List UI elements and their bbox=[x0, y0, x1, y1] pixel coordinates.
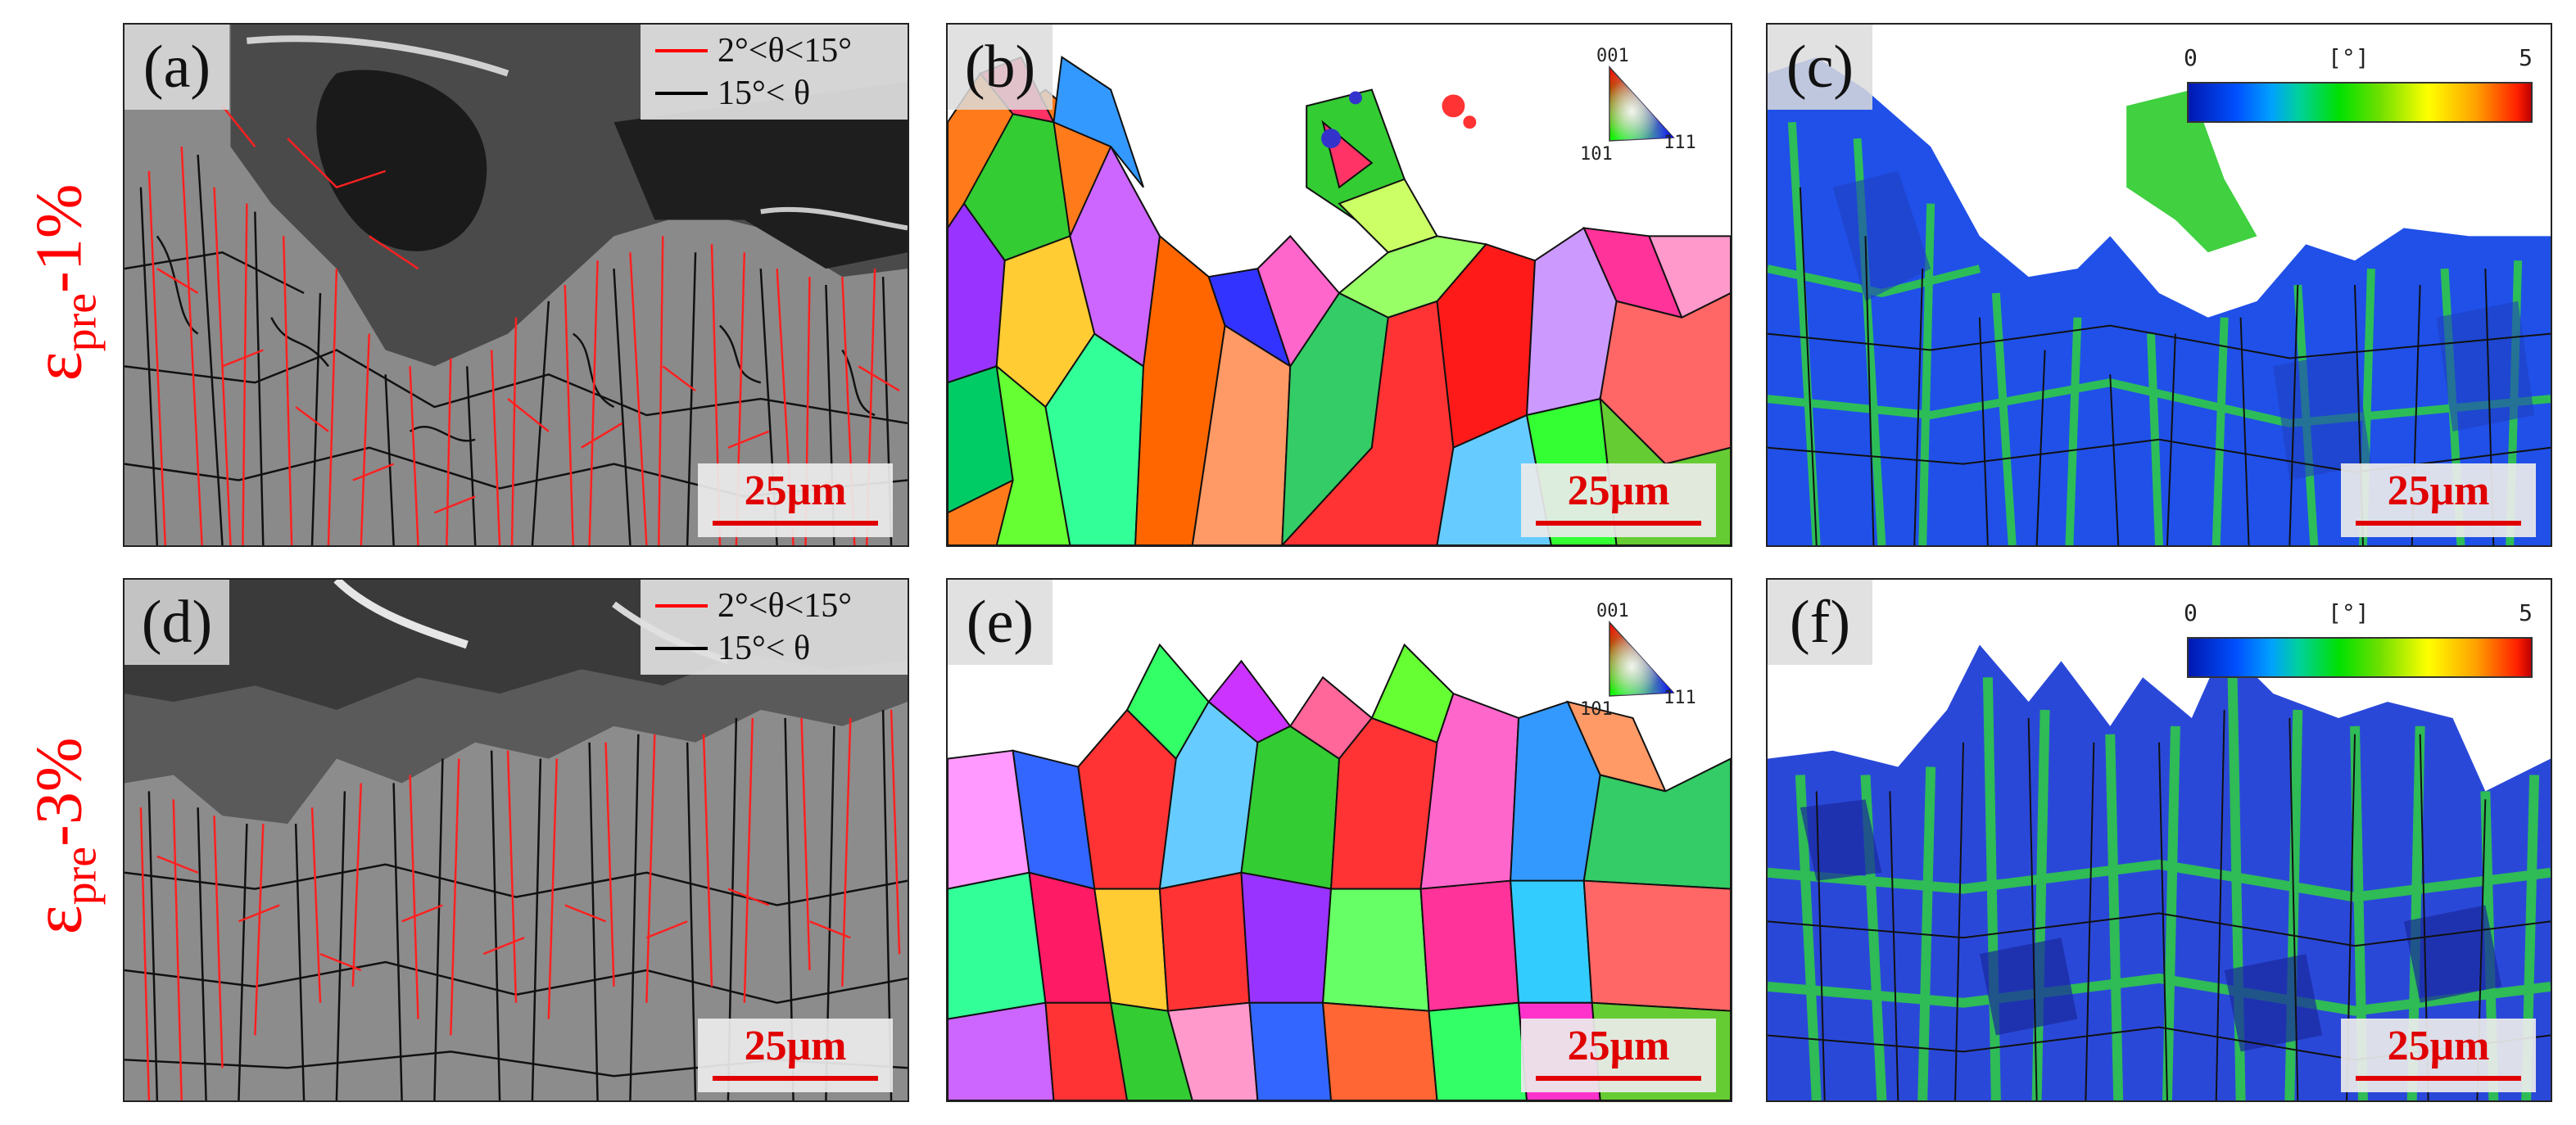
panel-b-ipf-map: (b) 001 101 111 25μm bbox=[946, 23, 1732, 547]
scale-text-f: 25μm bbox=[2387, 1023, 2490, 1069]
row1-sub: pre bbox=[55, 292, 106, 352]
panel-c-kam-map: (c) 0 [°] 5 25μm bbox=[1766, 23, 2552, 547]
scale-bar-f: 25μm bbox=[2341, 1019, 2536, 1092]
row2-sub: pre bbox=[55, 846, 106, 906]
scale-line-e bbox=[1536, 1076, 1701, 1081]
scale-line-a bbox=[713, 521, 878, 526]
high-angle-legend-text: 15°< θ bbox=[718, 630, 811, 667]
row1-suffix: -1% bbox=[23, 183, 96, 293]
panel-d-label: (d) bbox=[124, 580, 229, 665]
scale-line-c bbox=[2356, 521, 2521, 526]
ipf-color-key-b: 001 101 111 bbox=[1569, 46, 1708, 169]
ipf-label-001: 001 bbox=[1596, 601, 1629, 621]
ipf-label-001: 001 bbox=[1596, 46, 1629, 66]
row1-symbol: ε bbox=[17, 351, 97, 382]
kam-gradient-f bbox=[2187, 637, 2533, 678]
ipf-triangle-icon bbox=[1609, 66, 1675, 142]
high-angle-legend-line bbox=[655, 92, 708, 95]
row2-suffix: -3% bbox=[23, 737, 96, 847]
scale-bar-b: 25μm bbox=[1521, 463, 1716, 537]
panel-b-label: (b) bbox=[948, 25, 1053, 110]
panel-a-sem-boundary-map: (a) 2°<θ<15° 15°< θ 25μm bbox=[123, 23, 909, 547]
scale-line-b bbox=[1536, 521, 1701, 526]
scale-text-d: 25μm bbox=[744, 1023, 847, 1069]
panel-f-kam-map: (f) 0 [°] 5 25μm bbox=[1766, 578, 2552, 1102]
kam-map-image bbox=[1768, 580, 2551, 1100]
boundary-legend-d: 2°<θ<15° 15°< θ bbox=[641, 580, 908, 675]
scale-text-c: 25μm bbox=[2387, 468, 2490, 514]
ipf-label-111: 111 bbox=[1664, 133, 1696, 153]
row2-symbol: ε bbox=[17, 905, 97, 935]
panel-e-ipf-map: (e) 001 101 111 25μm bbox=[946, 578, 1732, 1102]
ipf-label-101: 101 bbox=[1580, 699, 1613, 720]
panel-d-sem-boundary-map: (d) 2°<θ<15° 15°< θ 25μm bbox=[123, 578, 909, 1102]
kam-colorbar-c: 0 [°] 5 bbox=[2184, 44, 2536, 134]
scale-bar-d: 25μm bbox=[698, 1019, 893, 1092]
kam-colorbar-f: 0 [°] 5 bbox=[2184, 599, 2536, 689]
kam-max-c: 5 bbox=[2519, 44, 2533, 71]
low-angle-legend-text: 2°<θ<15° bbox=[718, 587, 853, 625]
scale-text-a: 25μm bbox=[744, 468, 847, 514]
high-angle-legend-line bbox=[655, 647, 708, 650]
ipf-color-key-e: 001 101 111 bbox=[1569, 601, 1708, 724]
panel-f-label: (f) bbox=[1768, 580, 1872, 665]
scale-bar-c: 25μm bbox=[2341, 463, 2536, 537]
low-angle-legend-line bbox=[655, 604, 708, 608]
panel-a-label: (a) bbox=[124, 25, 229, 110]
scale-line-d bbox=[713, 1076, 878, 1081]
scale-text-e: 25μm bbox=[1567, 1023, 1670, 1069]
ipf-map-image bbox=[948, 25, 1731, 545]
ipf-label-101: 101 bbox=[1580, 144, 1613, 165]
scale-text-b: 25μm bbox=[1567, 468, 1670, 514]
panel-c-label: (c) bbox=[1768, 25, 1872, 110]
high-angle-legend-text: 15°< θ bbox=[718, 75, 811, 112]
scale-bar-e: 25μm bbox=[1521, 1019, 1716, 1092]
low-angle-legend-line bbox=[655, 49, 708, 52]
kam-gradient-c bbox=[2187, 82, 2533, 123]
boundary-legend-a: 2°<θ<15° 15°< θ bbox=[641, 25, 908, 120]
kam-unit-c: [°] bbox=[2328, 44, 2370, 71]
kam-unit-f: [°] bbox=[2328, 599, 2370, 626]
row-label-2: εpre-3% bbox=[0, 570, 123, 1102]
panel-e-label: (e) bbox=[948, 580, 1053, 665]
scale-line-f bbox=[2356, 1076, 2521, 1081]
kam-max-f: 5 bbox=[2519, 599, 2533, 626]
kam-min-c: 0 bbox=[2184, 44, 2198, 71]
ipf-triangle-icon bbox=[1609, 621, 1675, 697]
row-label-1: εpre-1% bbox=[0, 16, 123, 549]
low-angle-legend-text: 2°<θ<15° bbox=[718, 32, 853, 70]
scale-bar-a: 25μm bbox=[698, 463, 893, 537]
ipf-label-111: 111 bbox=[1664, 688, 1696, 708]
kam-min-f: 0 bbox=[2184, 599, 2198, 626]
